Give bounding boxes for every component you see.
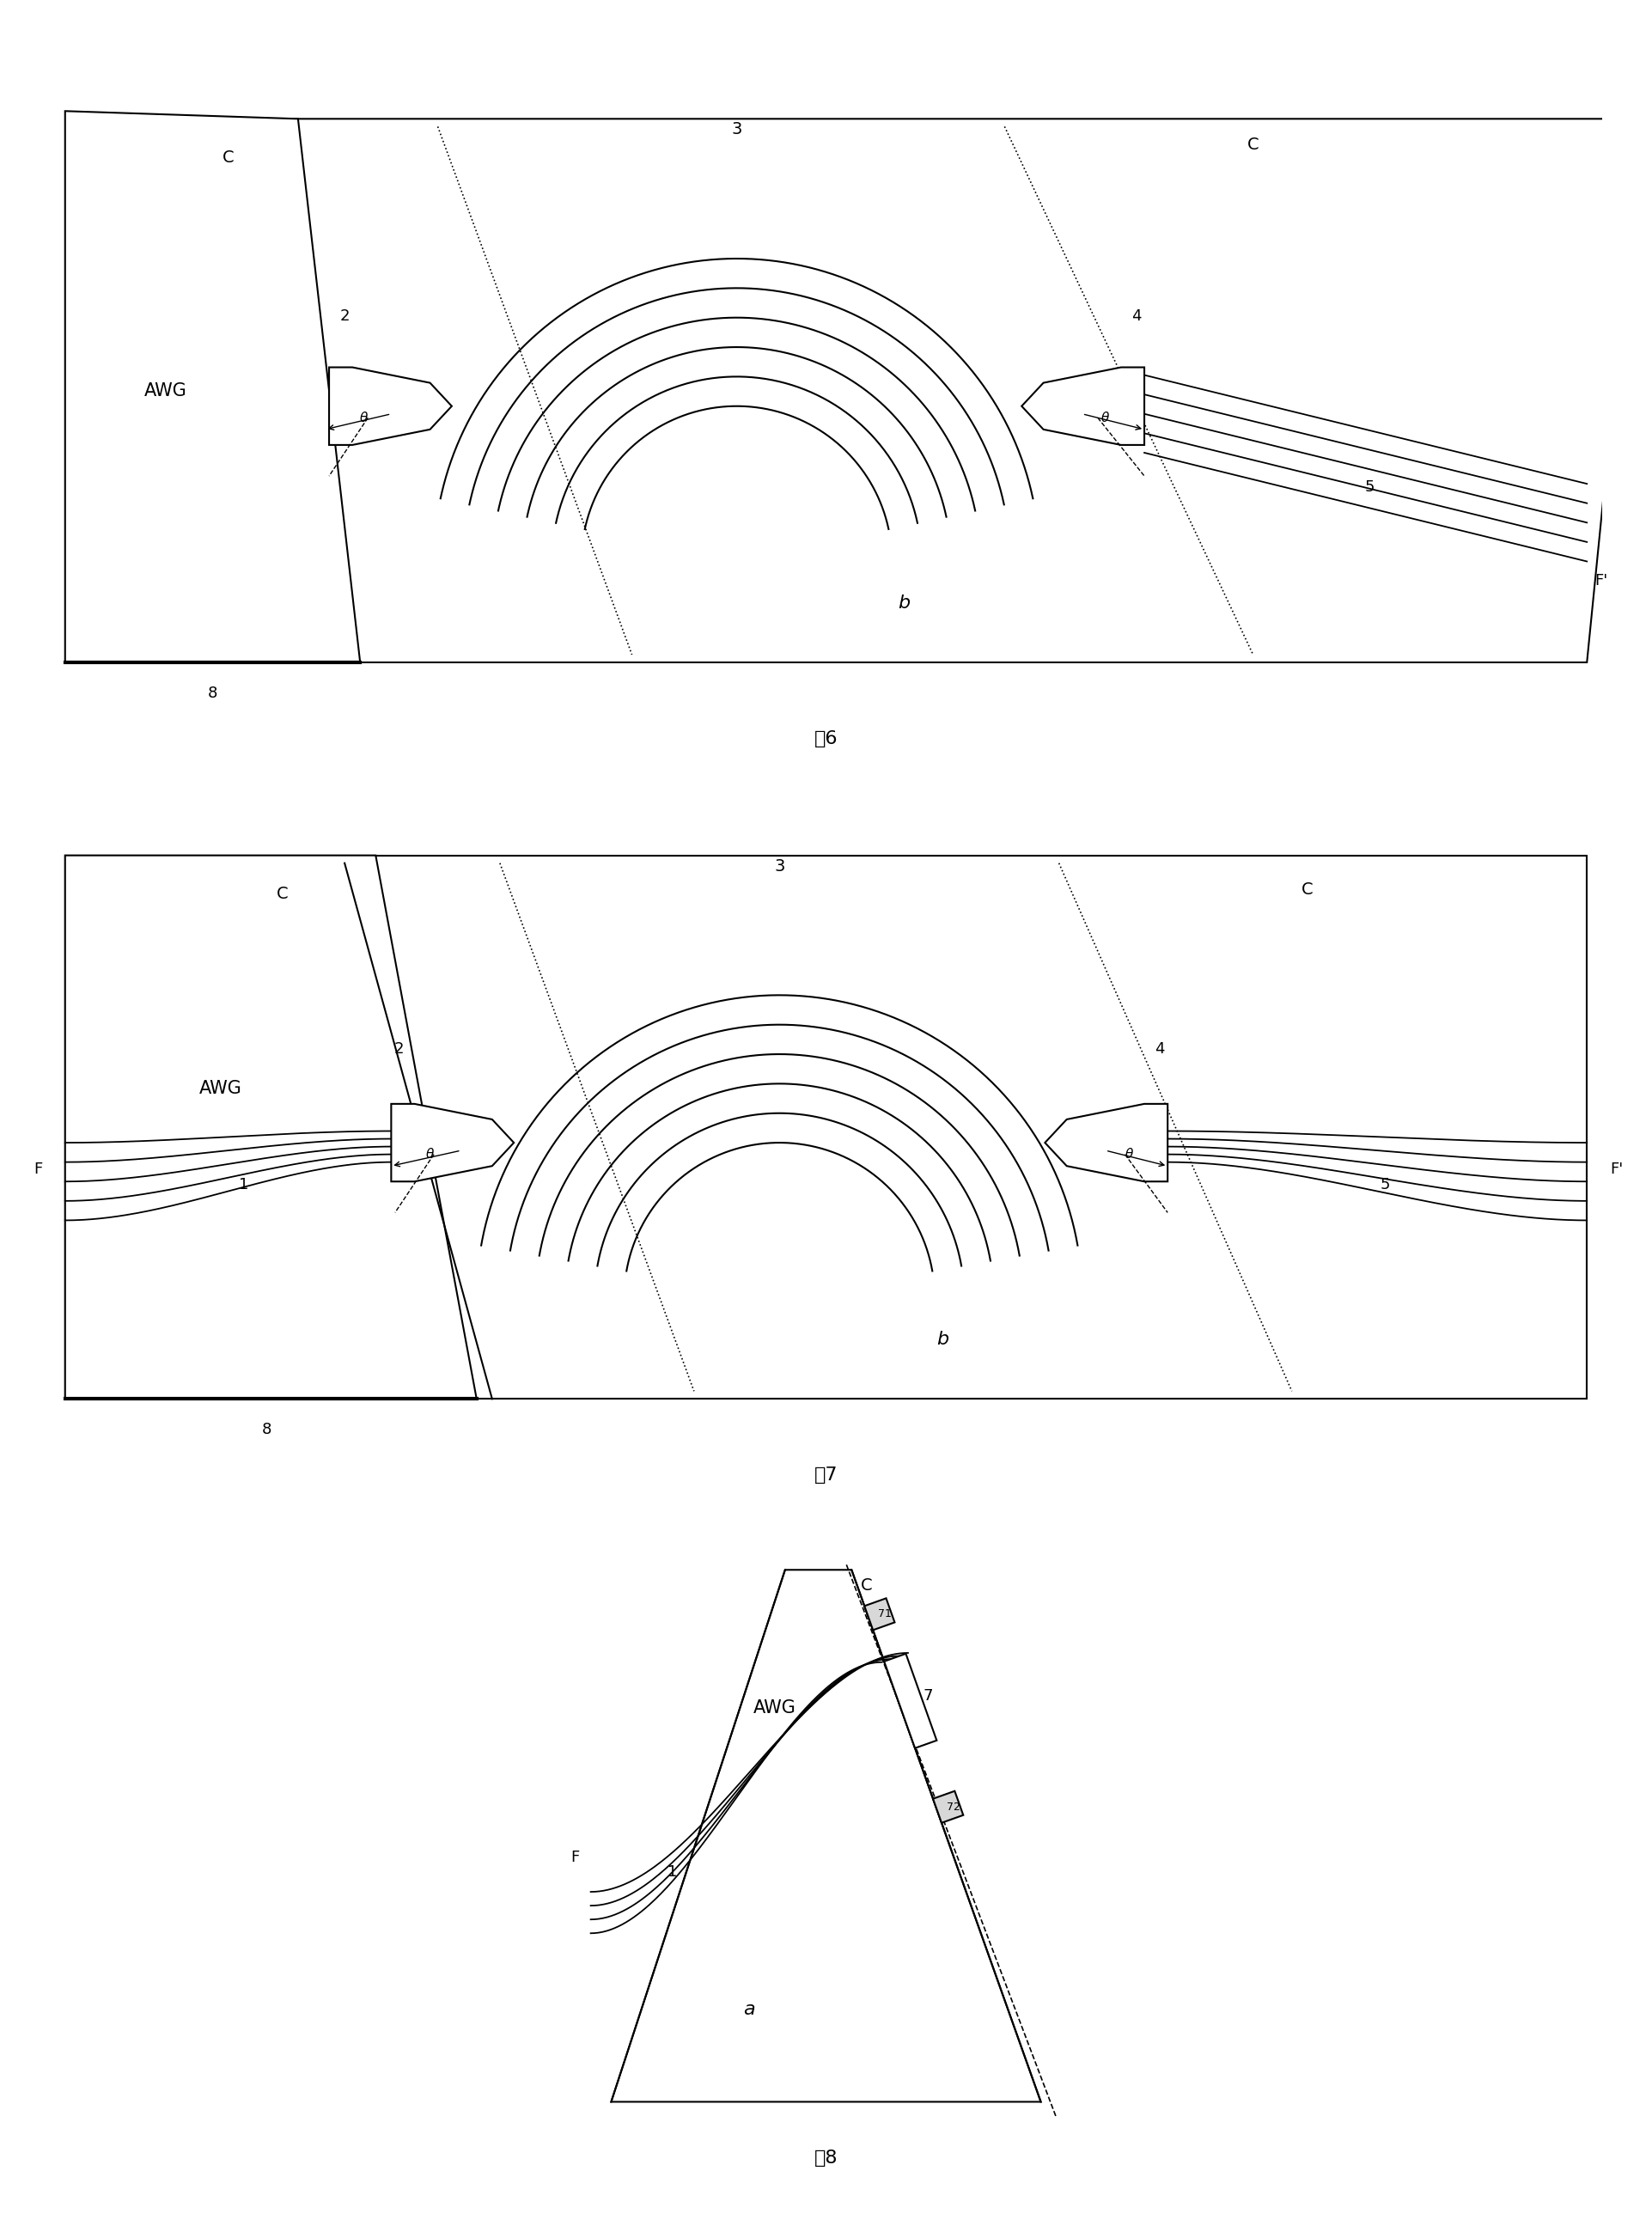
Text: AWG: AWG [198, 1080, 241, 1096]
Text: 8: 8 [208, 685, 218, 701]
Text: F: F [570, 1850, 580, 1864]
Polygon shape [220, 118, 1642, 663]
Text: 2: 2 [395, 1042, 403, 1056]
Polygon shape [1046, 1105, 1168, 1181]
Text: θ: θ [360, 411, 368, 424]
Text: θ: θ [426, 1147, 434, 1161]
Polygon shape [864, 1598, 895, 1629]
Text: 5: 5 [1379, 1176, 1389, 1192]
Polygon shape [64, 112, 360, 663]
Text: AWG: AWG [145, 382, 187, 400]
Text: 图7: 图7 [814, 1466, 838, 1484]
Polygon shape [884, 1654, 937, 1748]
Text: 7: 7 [923, 1687, 933, 1703]
Text: 1: 1 [240, 1176, 248, 1192]
Text: C: C [276, 886, 289, 902]
Text: 8: 8 [263, 1422, 273, 1437]
Text: F': F' [1611, 1161, 1624, 1176]
Text: b: b [937, 1330, 948, 1348]
Text: 3: 3 [732, 121, 742, 138]
Polygon shape [1021, 368, 1145, 444]
Text: C: C [223, 150, 235, 165]
Text: 3: 3 [775, 857, 785, 875]
Text: 71: 71 [877, 1609, 892, 1620]
Text: a: a [743, 2002, 755, 2018]
Text: 4: 4 [1132, 308, 1142, 324]
Text: 1: 1 [667, 1864, 677, 1879]
Text: AWG: AWG [753, 1699, 796, 1716]
Polygon shape [64, 855, 477, 1399]
Text: F': F' [1594, 574, 1607, 589]
Text: 5: 5 [1365, 480, 1374, 496]
Text: θ: θ [1102, 411, 1110, 424]
Text: C: C [1247, 136, 1259, 154]
Polygon shape [329, 368, 451, 444]
Text: F: F [35, 1161, 43, 1176]
Polygon shape [933, 1790, 963, 1824]
Text: b: b [897, 594, 910, 612]
Text: 72: 72 [947, 1801, 960, 1812]
Text: C: C [1302, 882, 1313, 897]
Polygon shape [64, 855, 1588, 1399]
Text: 图6: 图6 [814, 730, 838, 748]
Text: C: C [861, 1578, 872, 1594]
Text: θ: θ [1125, 1147, 1133, 1161]
Polygon shape [392, 1105, 514, 1181]
Text: 2: 2 [340, 308, 350, 324]
Text: 4: 4 [1155, 1042, 1165, 1056]
Text: 图8: 图8 [814, 2149, 838, 2167]
Polygon shape [611, 1569, 1041, 2103]
